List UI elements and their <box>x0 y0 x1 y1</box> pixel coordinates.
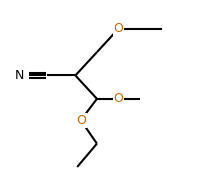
Text: O: O <box>114 22 123 35</box>
Text: O: O <box>76 114 86 127</box>
Text: O: O <box>114 92 123 105</box>
Text: N: N <box>15 69 24 82</box>
